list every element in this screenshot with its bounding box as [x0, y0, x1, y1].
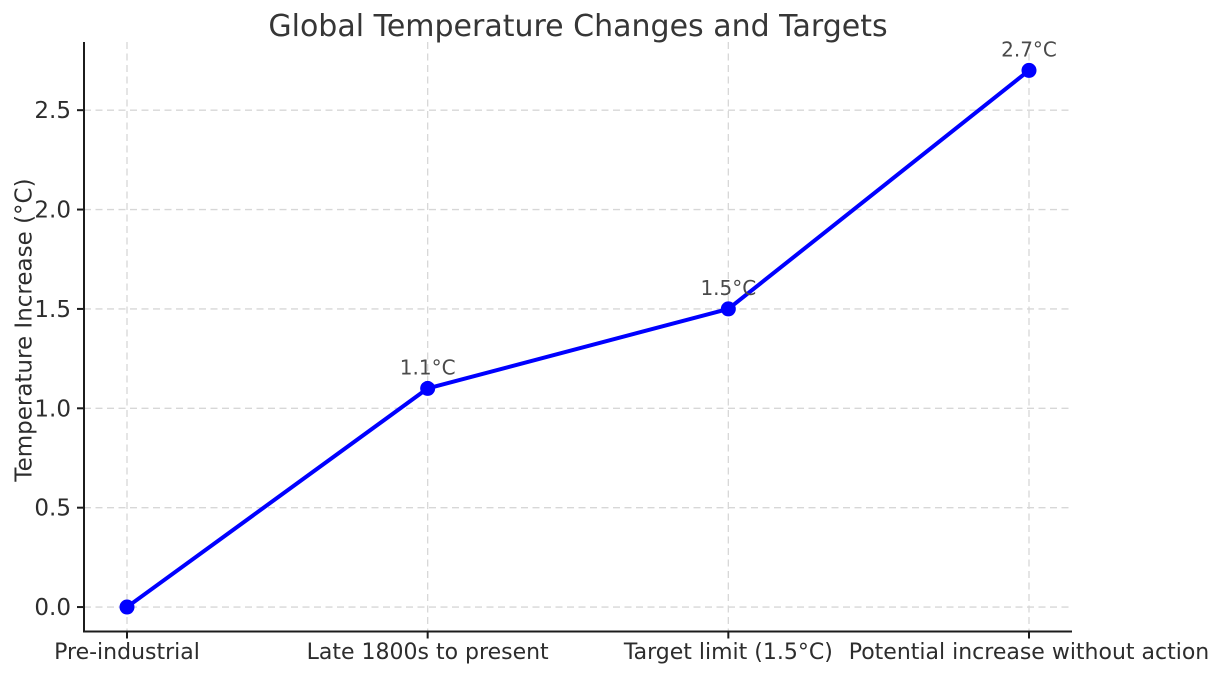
point-annotation: 2.7°C: [1001, 37, 1057, 61]
data-point: [1021, 62, 1037, 78]
y-tick-label: 2.5: [34, 98, 71, 124]
x-tick-label: Potential increase without action: [849, 640, 1210, 665]
x-tick-label: Pre-industrial: [54, 640, 200, 665]
data-point: [420, 380, 436, 396]
point-annotation: 1.5°C: [700, 276, 756, 300]
data-point: [720, 301, 736, 317]
data-point: [119, 599, 135, 615]
data-line: [125, 68, 1031, 610]
x-tick-label: Late 1800s to present: [307, 640, 549, 665]
y-tick-label: 0.0: [34, 595, 71, 621]
y-tick-label: 0.5: [34, 496, 71, 522]
chart-title: Global Temperature Changes and Targets: [268, 9, 888, 44]
y-tick-label: 1.0: [34, 396, 71, 422]
x-tick-label: Target limit (1.5°C): [623, 640, 833, 665]
y-tick-label: 1.5: [34, 297, 71, 323]
point-annotation: 1.1°C: [400, 355, 456, 379]
y-tick-label: 2.0: [34, 198, 71, 224]
